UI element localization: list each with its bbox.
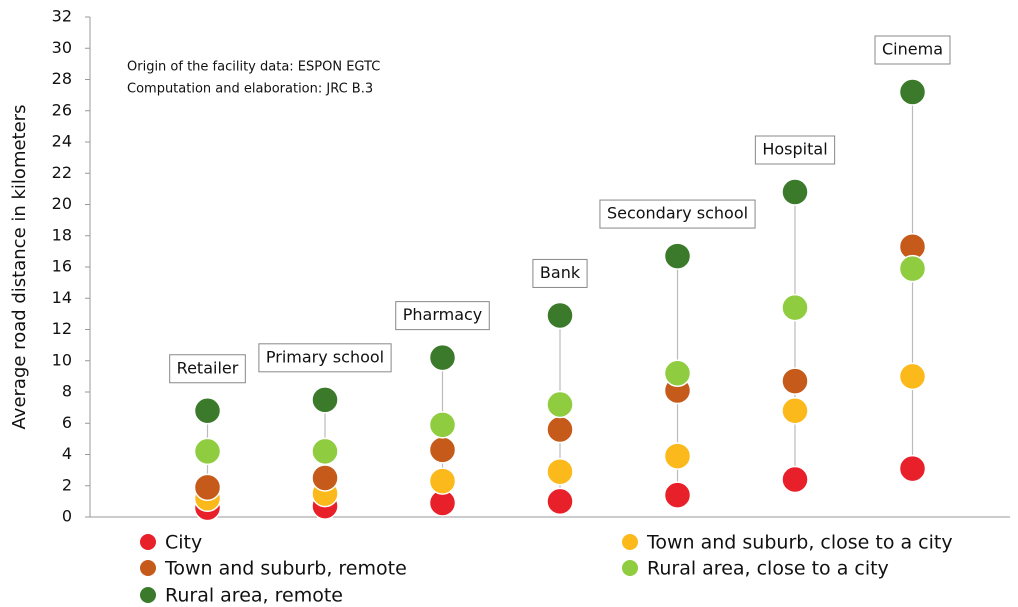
legend-marker	[622, 534, 638, 550]
dot	[898, 362, 927, 391]
y-tick-label: 18	[52, 225, 72, 244]
category-label: Primary school	[266, 347, 384, 366]
y-tick-label: 30	[52, 38, 72, 57]
note: Origin of the facility data: ESPON EGTC	[127, 60, 380, 75]
dot	[781, 293, 809, 322]
legend-label: Town and suburb, remote	[164, 558, 407, 580]
y-tick-label: 12	[52, 319, 72, 338]
legend-marker	[622, 560, 638, 576]
category-label: Secondary school	[607, 204, 748, 223]
dot	[311, 437, 339, 466]
label-box	[754, 135, 836, 165]
y-tick-label: 14	[52, 288, 72, 307]
legend-label: Rural area, remote	[165, 585, 343, 607]
label-box	[395, 301, 490, 331]
category-label: Cinema	[882, 40, 943, 59]
legend-label: Rural area, close to a city	[647, 558, 889, 580]
category-label: Hospital	[762, 140, 827, 159]
legend-marker	[140, 534, 156, 550]
y-tick-label: 0	[62, 507, 72, 526]
dot	[781, 367, 809, 395]
dot	[663, 442, 692, 470]
dot	[546, 390, 574, 419]
y-tick-label: 2	[62, 475, 72, 494]
dot	[193, 397, 222, 425]
dot	[898, 78, 927, 106]
dot	[546, 487, 574, 516]
dot	[546, 415, 574, 444]
legend-marker	[140, 587, 156, 603]
y-tick-label: 4	[62, 444, 72, 463]
dot	[663, 359, 692, 387]
label-box	[874, 35, 951, 65]
dot	[193, 473, 222, 502]
category-label: Pharmacy	[403, 305, 483, 324]
dot	[193, 437, 222, 466]
category-label: Bank	[540, 263, 581, 282]
dot	[546, 301, 574, 330]
y-tick-label: 32	[52, 7, 72, 26]
dot	[311, 386, 339, 414]
dot	[898, 254, 927, 283]
y-axis-title: Average road distance in kilometers	[9, 105, 30, 430]
label-box	[169, 354, 246, 384]
label-box	[532, 258, 588, 288]
legend-label: City	[165, 532, 202, 554]
dot	[781, 178, 809, 206]
legend-label: Town and suburb, close to a city	[646, 532, 953, 554]
dot	[663, 242, 692, 270]
dot	[428, 436, 457, 464]
dot	[428, 343, 457, 372]
dot	[546, 457, 574, 486]
dot	[311, 464, 339, 492]
y-tick-label: 6	[62, 413, 72, 432]
dot	[663, 481, 692, 509]
y-tick-label: 8	[62, 382, 72, 401]
y-tick-label: 16	[52, 257, 72, 276]
y-tick-label: 28	[52, 69, 72, 88]
label-box	[599, 199, 756, 229]
y-tick-label: 26	[52, 100, 72, 119]
dot	[428, 411, 457, 439]
legend-marker	[140, 560, 156, 576]
y-tick-label: 22	[52, 163, 72, 182]
label-box	[258, 343, 392, 373]
dot	[781, 465, 809, 494]
dot	[781, 397, 809, 425]
y-tick-label: 20	[52, 194, 72, 213]
dot	[428, 467, 457, 495]
note: Computation and elaboration: JRC B.3	[127, 82, 373, 97]
y-tick-label: 24	[52, 132, 72, 151]
y-tick-label: 10	[52, 350, 72, 369]
category-label: Retailer	[177, 358, 239, 377]
dot	[898, 454, 927, 483]
